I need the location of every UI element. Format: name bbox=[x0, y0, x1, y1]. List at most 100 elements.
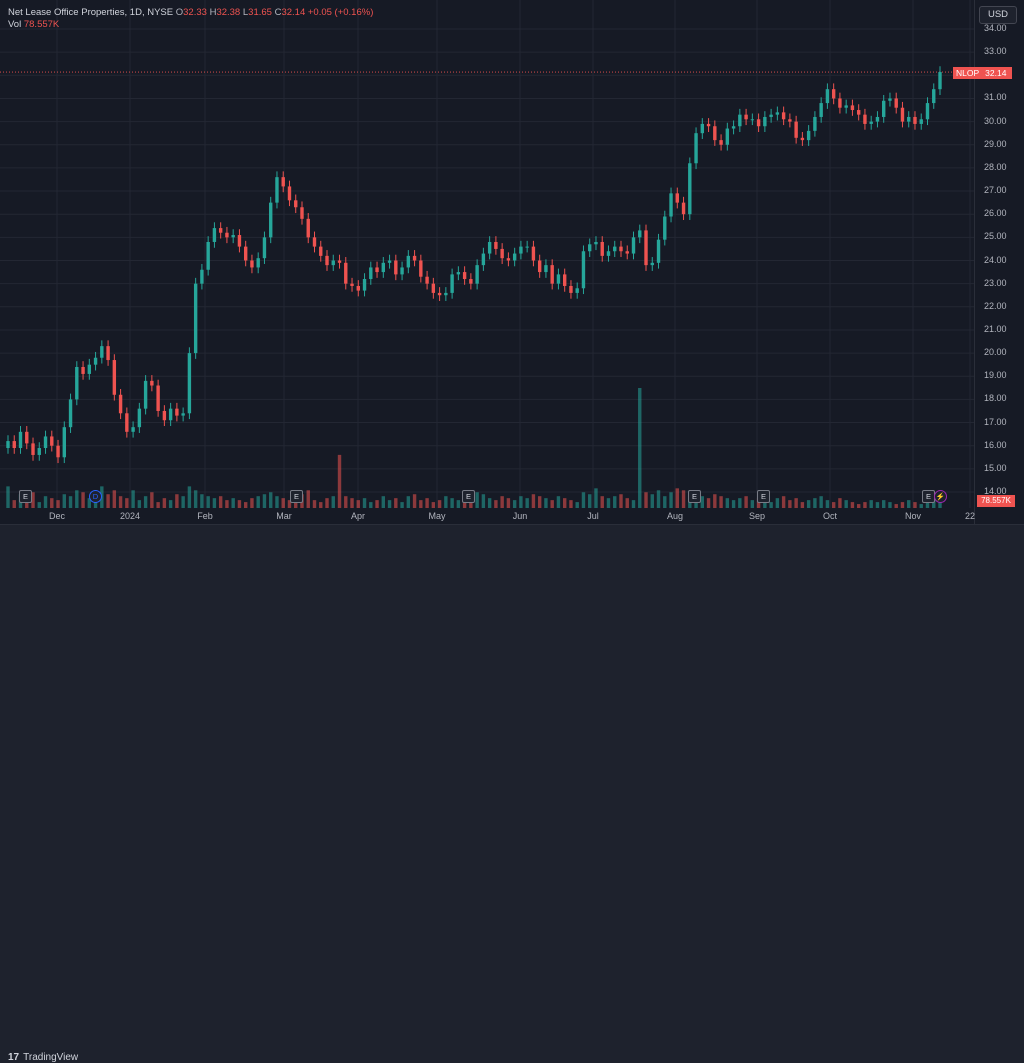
time-tick-label: Dec bbox=[48, 511, 66, 521]
volume-bar bbox=[544, 498, 548, 508]
volume-bar bbox=[112, 490, 117, 508]
earnings-event-icon[interactable]: E bbox=[688, 490, 701, 503]
volume-bar bbox=[406, 496, 411, 508]
volume-bar bbox=[556, 496, 561, 508]
volume-bar bbox=[500, 496, 504, 508]
time-tick-label: Oct bbox=[822, 511, 838, 521]
volume-bar bbox=[56, 500, 60, 508]
volume-bar bbox=[431, 502, 436, 508]
volume-bar bbox=[350, 498, 354, 508]
candle-body bbox=[788, 119, 792, 122]
volume-bar bbox=[131, 490, 135, 508]
volume-legend: Vol 78.557K bbox=[8, 19, 59, 30]
volume-bar bbox=[606, 498, 611, 508]
price-tick-label: 21.00 bbox=[984, 323, 1007, 334]
candle-body bbox=[456, 272, 461, 275]
volume-bar bbox=[506, 498, 511, 508]
volume-bar bbox=[256, 496, 260, 508]
candle-body bbox=[919, 119, 923, 124]
volume-bar bbox=[725, 498, 730, 508]
volume-bar bbox=[156, 502, 160, 508]
price-axis[interactable] bbox=[974, 0, 1024, 524]
volume-bar bbox=[375, 500, 379, 508]
volume-bar bbox=[269, 492, 273, 508]
candle-body bbox=[656, 239, 661, 263]
volume-bar bbox=[875, 502, 880, 508]
volume-bar bbox=[932, 500, 936, 508]
price-tick-label: 22.00 bbox=[984, 300, 1007, 311]
volume-bar bbox=[581, 492, 586, 508]
volume-bar bbox=[907, 500, 911, 508]
candle-body bbox=[350, 283, 354, 286]
volume-bar bbox=[588, 494, 592, 508]
tradingview-brand[interactable]: 17 TradingView bbox=[8, 1052, 78, 1063]
time-tick-label: Jun bbox=[512, 511, 528, 521]
candle-body bbox=[218, 228, 223, 233]
candle-body bbox=[231, 235, 235, 238]
low-label: L bbox=[242, 7, 249, 18]
time-axis[interactable] bbox=[0, 508, 974, 524]
volume-bar bbox=[713, 494, 717, 508]
volume-bar bbox=[531, 494, 536, 508]
candle-body bbox=[725, 128, 730, 145]
candle-body bbox=[481, 253, 486, 266]
last-price-label: NLOP 32.14 bbox=[953, 67, 1012, 79]
volume-bar bbox=[882, 500, 886, 508]
candle-body bbox=[375, 267, 379, 273]
volume-bar bbox=[719, 496, 723, 508]
high-label: H bbox=[209, 7, 217, 18]
volume-bar bbox=[118, 496, 123, 508]
flash-event-icon[interactable]: ⚡ bbox=[934, 490, 947, 503]
volume-bar bbox=[788, 500, 792, 508]
volume-bar bbox=[106, 494, 110, 508]
volume-bar bbox=[913, 502, 917, 508]
volume-bar bbox=[181, 496, 185, 508]
volume-bar bbox=[444, 496, 448, 508]
chart-pane[interactable] bbox=[0, 0, 974, 524]
high-value: 32.38 bbox=[216, 7, 241, 18]
candle-body bbox=[150, 380, 154, 386]
candle-body bbox=[750, 119, 755, 121]
volume-bar bbox=[162, 498, 167, 508]
volume-bar bbox=[193, 490, 198, 508]
dividend-event-icon[interactable]: D bbox=[89, 490, 102, 503]
volume-bar bbox=[331, 496, 335, 508]
candle-body bbox=[306, 218, 310, 238]
candle-body bbox=[831, 89, 836, 99]
candle-body bbox=[694, 133, 698, 164]
candle-body bbox=[275, 177, 279, 203]
earnings-event-icon[interactable]: E bbox=[757, 490, 770, 503]
candle-body bbox=[181, 413, 185, 416]
last-volume-label: 78.557K bbox=[977, 495, 1015, 507]
candle-body bbox=[581, 251, 586, 289]
candle-body bbox=[869, 121, 873, 124]
volume-bar bbox=[175, 494, 179, 508]
candle-body bbox=[68, 399, 73, 428]
volume-bar bbox=[738, 498, 742, 508]
price-tick-label: 33.00 bbox=[984, 46, 1007, 57]
earnings-event-icon[interactable]: E bbox=[290, 490, 303, 503]
volume-bar bbox=[475, 492, 479, 508]
candle-body bbox=[444, 292, 448, 296]
candle-body bbox=[506, 258, 511, 261]
candle-body bbox=[287, 186, 292, 201]
price-tick-label: 27.00 bbox=[984, 185, 1007, 196]
currency-button[interactable]: USD bbox=[979, 6, 1017, 24]
candle-body bbox=[362, 279, 367, 291]
volume-bar bbox=[369, 502, 373, 508]
volume-bar bbox=[519, 496, 523, 508]
candle-body bbox=[462, 272, 467, 280]
volume-bar bbox=[512, 500, 517, 508]
price-tick-label: 18.00 bbox=[984, 393, 1007, 404]
volume-bar bbox=[87, 498, 92, 508]
price-tick-label: 29.00 bbox=[984, 138, 1007, 149]
volume-bar bbox=[619, 494, 623, 508]
candle-body bbox=[631, 237, 636, 254]
candle-body bbox=[494, 241, 498, 249]
earnings-event-icon[interactable]: E bbox=[19, 490, 32, 503]
candle-body bbox=[731, 126, 736, 129]
candle-body bbox=[419, 260, 423, 277]
earnings-event-icon[interactable]: E bbox=[462, 490, 475, 503]
candle-body bbox=[907, 116, 911, 122]
candle-body bbox=[719, 140, 723, 145]
